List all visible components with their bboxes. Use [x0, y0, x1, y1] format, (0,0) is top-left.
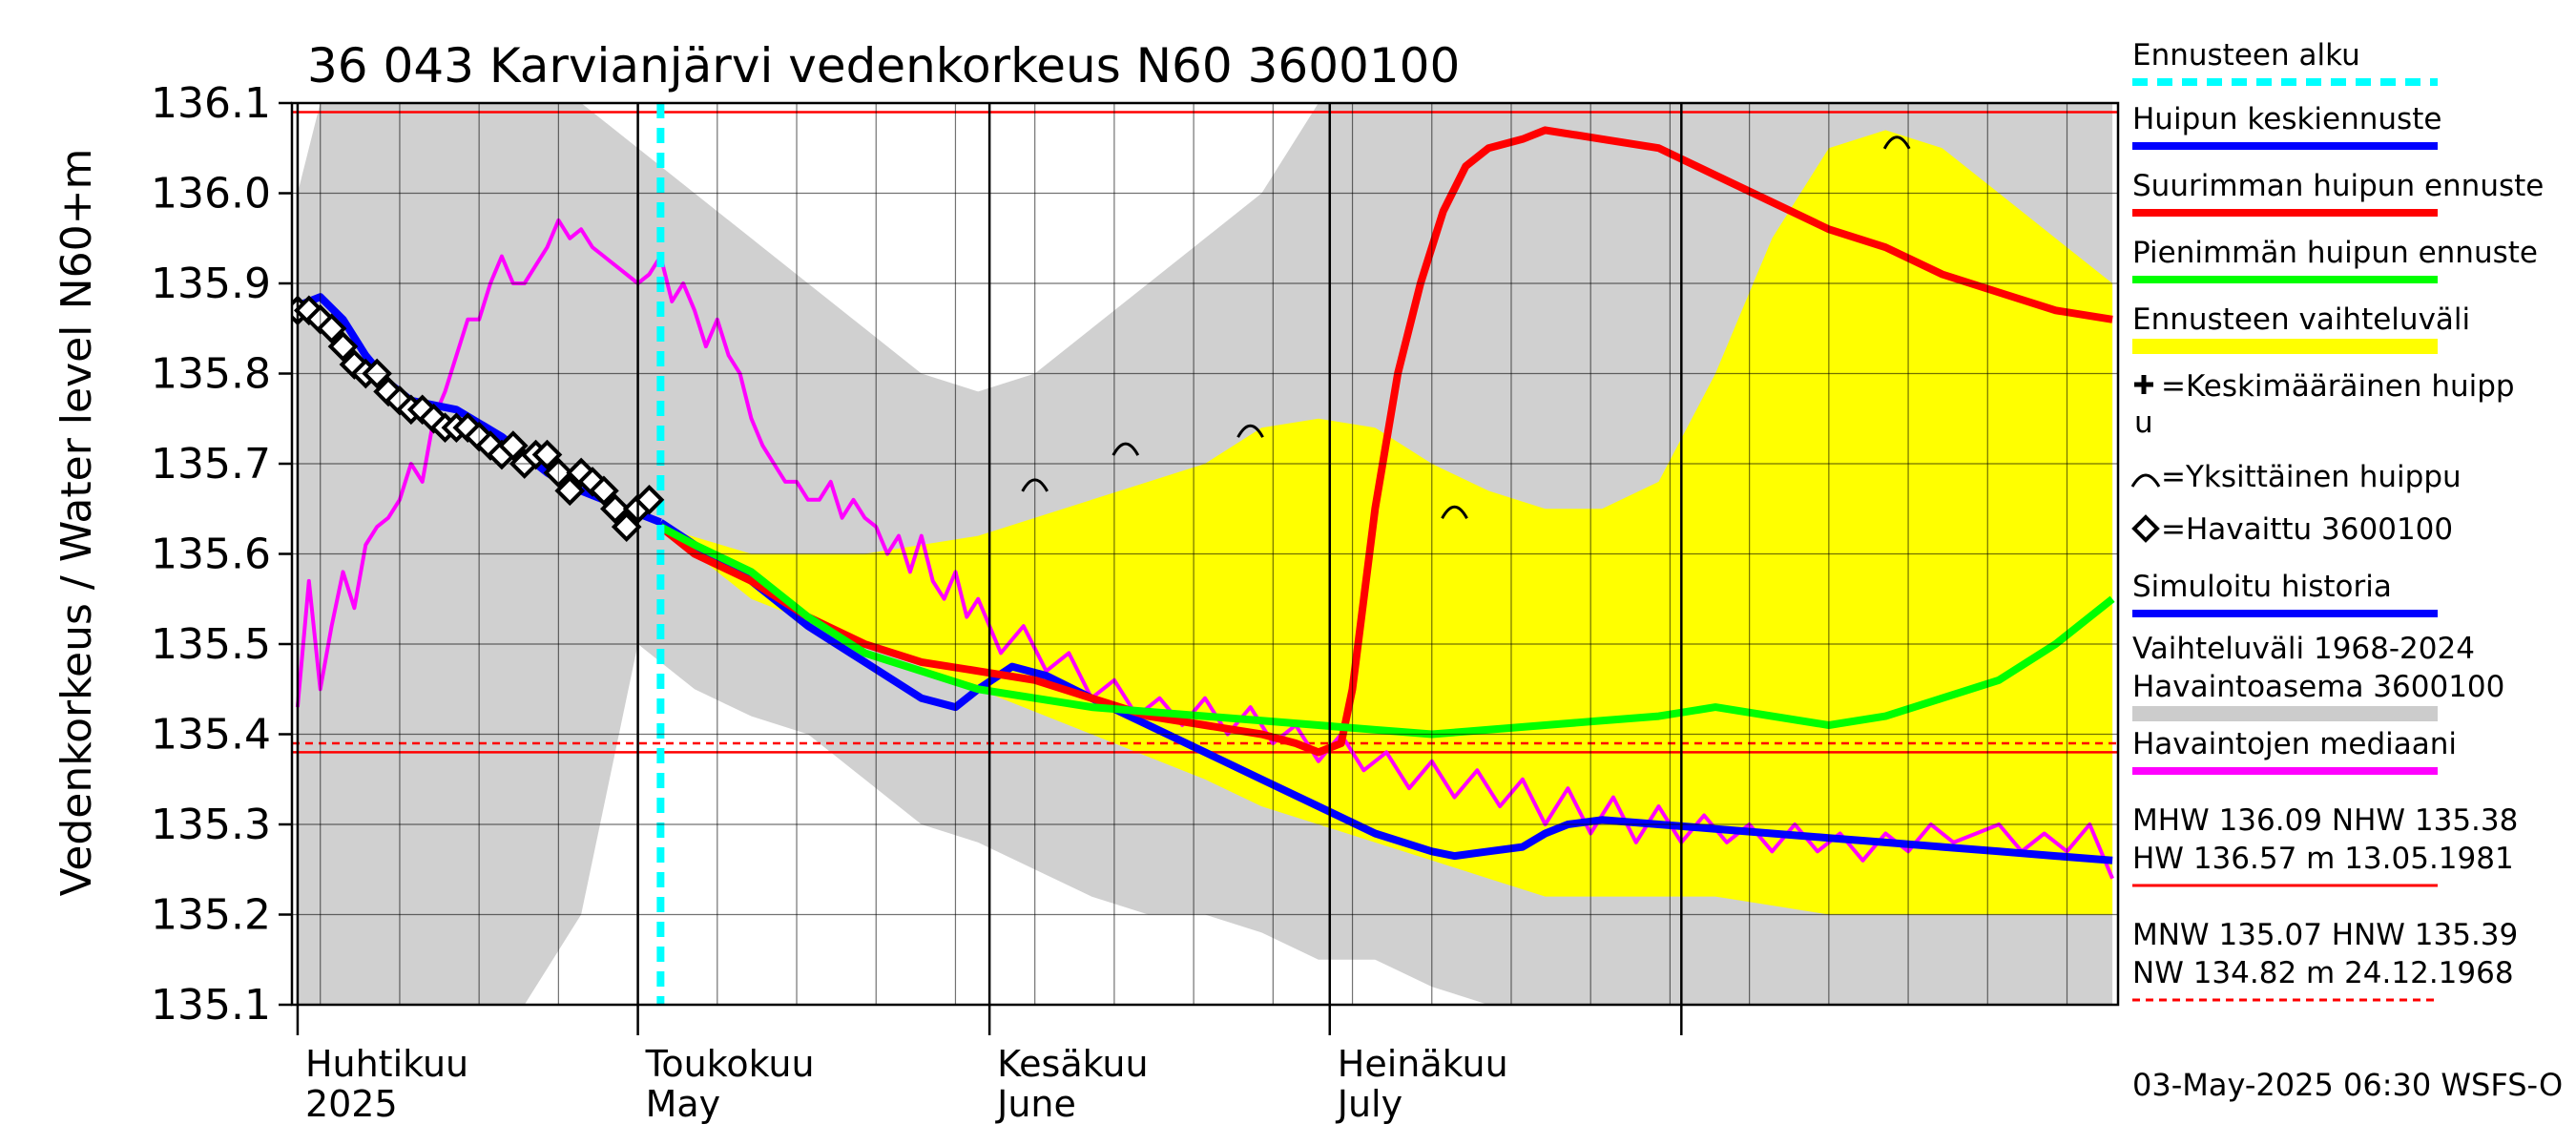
y-tick-label: 136.1 — [151, 79, 271, 128]
observed-point — [611, 511, 642, 542]
observed-point — [531, 439, 563, 470]
legend-label: =Havaittu 3600100 — [2161, 512, 2453, 547]
legend-label: Pienimmän huipun ennuste — [2132, 236, 2538, 270]
y-tick-label: 135.9 — [151, 260, 271, 308]
individual-peak-marker — [1441, 505, 1468, 519]
y-tick-label: 135.6 — [151, 531, 271, 579]
legend-symbol-plus — [2134, 375, 2153, 394]
x-month-label: Toukokuu — [645, 1043, 815, 1085]
legend-label: Simuloitu historia — [2132, 570, 2392, 604]
stats-line-1: MNW 135.07 HNW 135.39 — [2132, 918, 2518, 952]
observed-point — [554, 475, 586, 507]
y-tick-label: 135.3 — [151, 801, 271, 849]
legend-label: Huipun keskiennuste — [2132, 102, 2441, 136]
x-month-sublabel: July — [1336, 1083, 1402, 1125]
legend-label-continued: u — [2134, 406, 2153, 440]
legend: Ennusteen alku Huipun keskiennuste Suurimm… — [2130, 38, 2544, 1002]
legend-symbol-arc — [2130, 473, 2161, 488]
observed-point — [316, 313, 347, 344]
legend-label: =Keskimääräinen huipp — [2161, 369, 2515, 404]
stats-line-1: MHW 136.09 NHW 135.38 — [2132, 803, 2518, 838]
grid — [292, 102, 2118, 1035]
observed-point — [327, 331, 359, 362]
observed-point — [497, 430, 529, 461]
y-tick-label: 135.5 — [151, 620, 271, 669]
legend-symbol-diamond — [2131, 514, 2160, 543]
observed-point — [634, 484, 665, 515]
y-tick-label: 135.1 — [151, 981, 271, 1030]
series-pienimm-n-huipun-ennuste — [658, 523, 2115, 739]
y-tick-label: 136.0 — [151, 170, 271, 219]
y-tick-label: 135.4 — [151, 711, 271, 760]
x-month-sublabel: June — [995, 1083, 1076, 1125]
legend-label-continued: Havaintoasema 3600100 — [2132, 670, 2504, 704]
series-huipun-keskiennuste — [658, 519, 2113, 864]
stats-line-2: HW 136.57 m 13.05.1981 — [2132, 842, 2514, 876]
x-month-sublabel: May — [646, 1083, 721, 1125]
x-month-label: Heinäkuu — [1338, 1043, 1508, 1085]
series-suurimman-huipun-ennuste — [657, 126, 2113, 757]
individual-peak-marker — [1882, 135, 1911, 150]
legend-label: Vaihteluväli 1968-2024 — [2132, 632, 2475, 666]
y-tick-label: 135.8 — [151, 350, 271, 399]
individual-peak-marker — [1111, 442, 1140, 456]
x-month-label: Kesäkuu — [997, 1043, 1149, 1085]
x-month-sublabel: 2025 — [305, 1083, 398, 1125]
legend-label: Ennusteen alku — [2132, 38, 2360, 73]
y-tick-label: 135.2 — [151, 891, 271, 940]
legend-label: =Yksittäinen huippu — [2161, 460, 2462, 494]
individual-peak-marker — [1236, 424, 1264, 438]
y-axis-unit: N60+m — [52, 149, 101, 310]
axes: 135.1 135.2 135.3 135.4 135.5 135.6 135.7 135.8… — [151, 79, 1508, 1125]
observed-point — [589, 475, 619, 507]
timestamp: 03-May-2025 06:30 WSFS-O — [2132, 1067, 2563, 1103]
observed-point — [599, 493, 631, 525]
stats-line-2: NW 134.82 m 24.12.1968 — [2132, 956, 2514, 990]
legend-label: Suurimman huipun ennuste — [2132, 169, 2544, 203]
legend-label: Havaintojen mediaani — [2132, 727, 2457, 761]
y-tick-label: 135.7 — [151, 440, 271, 489]
x-month-label: Huhtikuu — [305, 1043, 468, 1085]
legend-label: Ennusteen vaihteluväli — [2132, 302, 2470, 337]
y-axis-label: Vedenkorkeus / Water level — [52, 325, 101, 897]
chart-title: 36 043 Karvianjärvi vedenkorkeus N60 360… — [307, 38, 1460, 94]
